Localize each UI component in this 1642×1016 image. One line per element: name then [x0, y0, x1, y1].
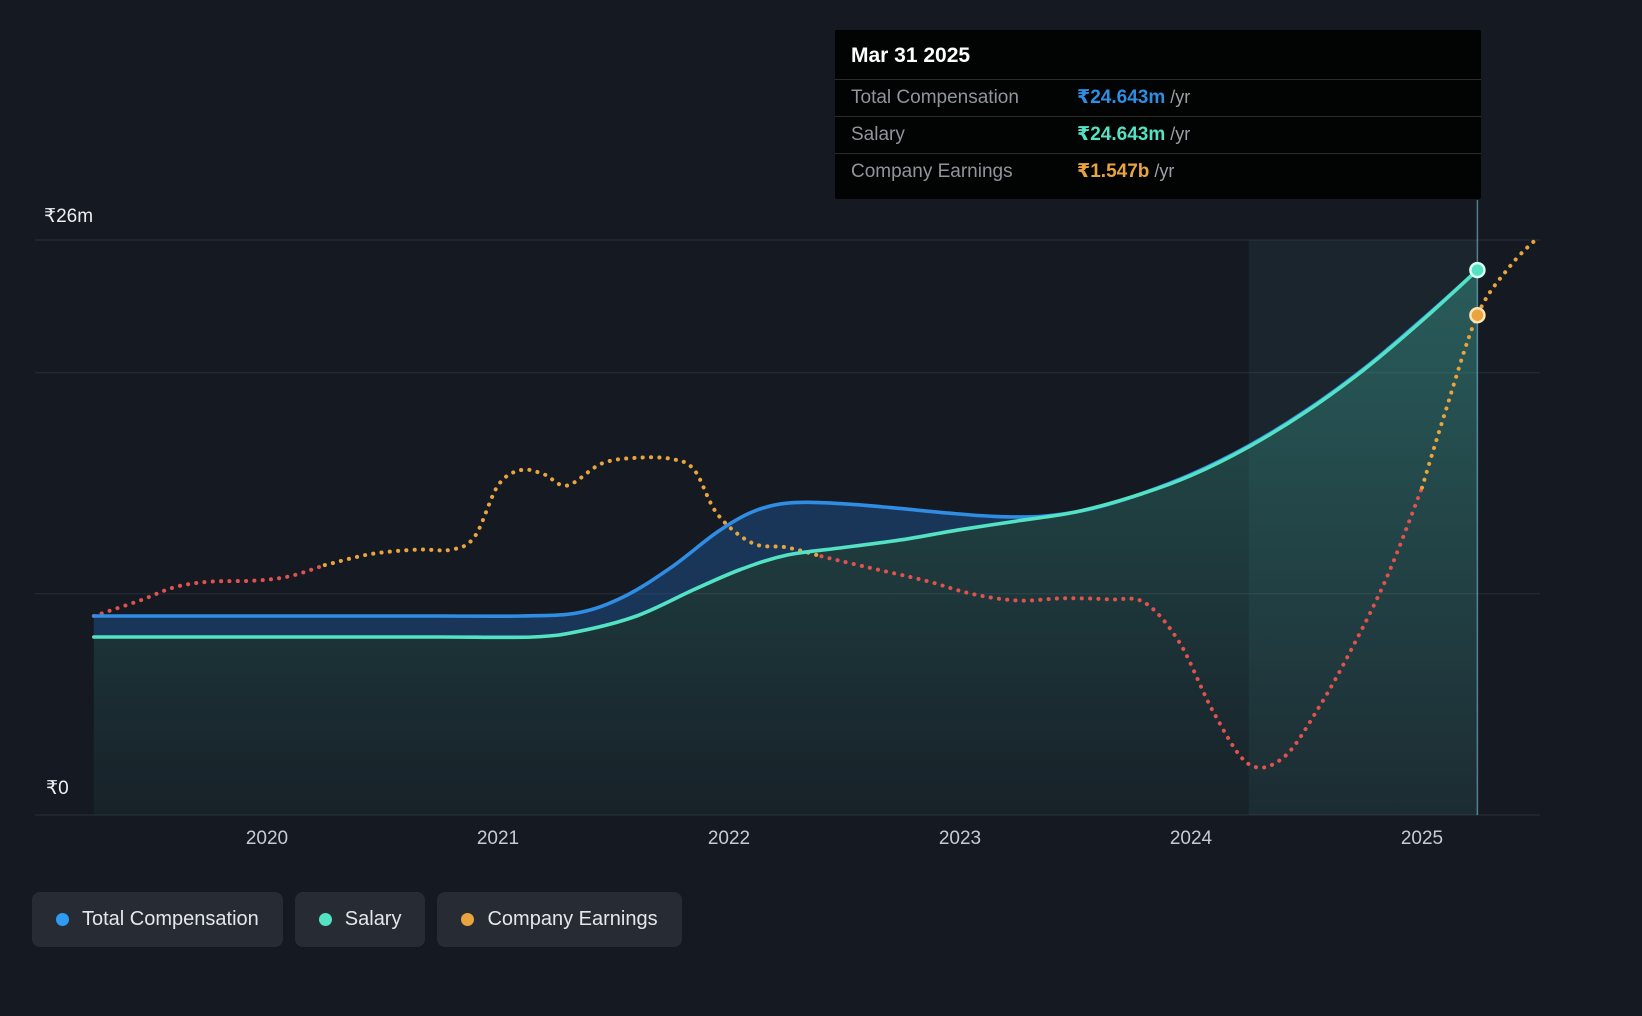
x-axis-label-2023: 2023 — [938, 828, 982, 849]
tooltip-row-total-compensation: Total Compensation ₹24.643m /yr — [835, 79, 1481, 116]
tooltip-value: ₹24.643m — [1077, 124, 1166, 145]
legend-item-salary[interactable]: Salary — [294, 892, 426, 947]
tooltip-unit: /yr — [1170, 87, 1191, 107]
x-axis-label-2021: 2021 — [476, 828, 520, 849]
tooltip-value: ₹24.643m — [1077, 87, 1166, 108]
legend-label: Total Compensation — [82, 908, 259, 930]
total-compensation-dot-icon — [56, 913, 69, 926]
chart-tooltip: Mar 31 2025 Total Compensation ₹24.643m … — [835, 30, 1481, 199]
tooltip-unit: /yr — [1170, 124, 1191, 144]
x-axis-label-2022: 2022 — [707, 828, 751, 849]
y-axis-label-bottom: ₹0 — [46, 778, 69, 799]
tooltip-value: ₹1.547b — [1077, 161, 1150, 182]
company-earnings-line-segment — [322, 455, 824, 568]
salary-line — [92, 268, 1480, 640]
tooltip-row-salary: Salary ₹24.643m /yr — [835, 116, 1481, 153]
tooltip-unit: /yr — [1154, 161, 1175, 181]
tooltip-label: Total Compensation — [851, 87, 1019, 108]
legend-label: Salary — [344, 908, 402, 930]
y-axis-label-top: ₹26m — [44, 206, 94, 227]
tooltip-date: Mar 31 2025 — [851, 44, 971, 67]
salary-area — [93, 270, 1478, 816]
tooltip-label: Company Earnings — [851, 161, 1013, 182]
chart-canvas — [35, 200, 1540, 816]
tooltip-row-company-earnings: Company Earnings ₹1.547b /yr — [835, 153, 1481, 190]
x-axis-label-2025: 2025 — [1400, 828, 1444, 849]
legend-item-company-earnings[interactable]: Company Earnings — [437, 892, 682, 947]
company-earnings-end-marker[interactable] — [1469, 306, 1486, 324]
legend-item-total-compensation[interactable]: Total Compensation — [32, 892, 283, 947]
salary-dot-icon — [318, 913, 332, 926]
tooltip-label: Salary — [851, 124, 905, 145]
x-axis-label-2024: 2024 — [1169, 828, 1213, 849]
x-axis-label-2020: 2020 — [245, 828, 289, 849]
company-earnings-line-segment — [91, 563, 327, 618]
legend-label: Company Earnings — [487, 908, 658, 930]
salary-end-marker[interactable] — [1469, 261, 1486, 279]
chart-legend: Total Compensation Salary Company Earnin… — [32, 892, 682, 947]
company-earnings-dot-icon — [461, 913, 475, 926]
